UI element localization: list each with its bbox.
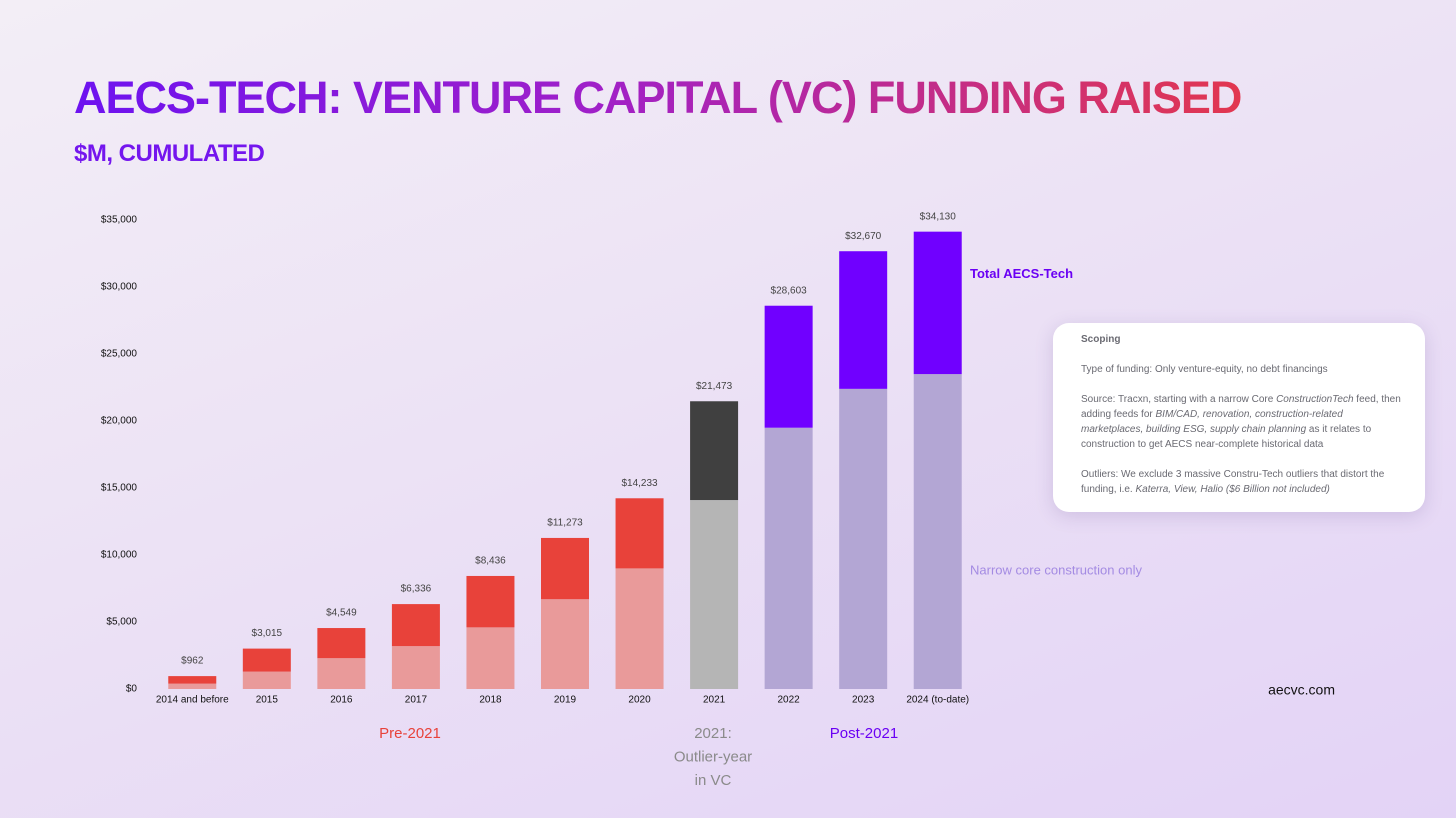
scoping-paragraph: Source: Tracxn, starting with a narrow C…	[1081, 392, 1401, 452]
group-label: Post-2021	[830, 725, 898, 742]
group-label: 2021:	[694, 725, 732, 742]
y-tick-label: $15,000	[101, 483, 138, 494]
x-tick-label: 2020	[628, 695, 651, 706]
bar-segment	[242, 671, 291, 689]
bar-segment	[541, 599, 589, 689]
bar-segment	[317, 628, 366, 659]
y-tick-label: $35,000	[101, 215, 138, 226]
total-label: $6,336	[401, 584, 432, 595]
group-label: Pre-2021	[379, 725, 441, 742]
total-label: $8,436	[475, 556, 506, 567]
x-tick-label: 2018	[479, 695, 502, 706]
total-label: $4,549	[326, 608, 357, 619]
bar-segment	[615, 568, 664, 689]
x-tick-label: 2024 (to-date)	[906, 695, 969, 706]
bar-segment	[541, 537, 589, 600]
group-label: Outlier-year	[674, 748, 752, 765]
scoping-heading: Scoping	[1081, 334, 1121, 345]
y-tick-label: $25,000	[101, 349, 138, 360]
bar-segment	[690, 500, 739, 689]
group-label: in VC	[695, 772, 732, 789]
scoping-paragraph: Type of funding: Only venture-equity, no…	[1081, 362, 1401, 377]
subtitle: $M, CUMULATED	[74, 140, 265, 167]
bar-segment	[839, 388, 888, 689]
bar-segment	[317, 658, 366, 689]
y-tick-label: $5,000	[106, 617, 137, 628]
total-label: $11,273	[547, 518, 583, 529]
x-tick-label: 2019	[554, 695, 577, 706]
bar-segment	[466, 627, 515, 689]
scoping-text: BIM/CAD, renovation, construction-relate…	[1081, 409, 1343, 435]
source: aecvc.com	[1268, 682, 1335, 698]
scoping-text: Type of funding: Only venture-equity, no…	[1081, 364, 1328, 375]
scoping-text: Katerra, View, Halio ($6 Billion not inc…	[1135, 484, 1330, 495]
bar-segment	[242, 648, 291, 672]
x-tick-label: 2023	[852, 695, 875, 706]
total-label: $14,233	[621, 478, 658, 489]
title: AECS-TECH: VENTURE CAPITAL (VC) FUNDING …	[74, 72, 1242, 123]
total-label: $32,670	[845, 231, 882, 242]
total-label: $962	[181, 656, 204, 667]
x-tick-label: 2016	[330, 695, 353, 706]
bar-segment	[764, 427, 813, 689]
y-tick-label: $20,000	[101, 416, 138, 427]
scoping-paragraph: Outliers: We exclude 3 massive Constru-T…	[1081, 467, 1401, 497]
legend-label: Narrow core construction only	[970, 563, 1142, 578]
scoping-text: as it relates to construction to get AEC…	[1081, 424, 1372, 450]
bar-segment	[913, 231, 962, 375]
scoping-text: Source: Tracxn, starting with a narrow C…	[1081, 394, 1277, 405]
bar-segment	[913, 374, 962, 689]
scoping-box: Scoping Type of funding: Only venture-equ…	[1053, 323, 1425, 512]
scoping-text: Outliers: We exclude 3 massive Constru-T…	[1081, 469, 1385, 495]
total-label: $3,015	[252, 628, 283, 639]
bar-segment	[764, 305, 813, 428]
scoping-text: feed, then adding feeds for	[1081, 394, 1401, 420]
bar-segment	[839, 251, 888, 389]
y-tick-label: $10,000	[101, 550, 138, 561]
y-tick-label: $30,000	[101, 282, 138, 293]
bar-segment	[690, 401, 739, 501]
bar-segment	[466, 575, 515, 628]
bar-segment	[615, 498, 664, 569]
total-label: $34,130	[920, 211, 957, 222]
total-label: $21,473	[696, 381, 733, 392]
x-tick-label: 2021	[703, 695, 726, 706]
x-tick-label: 2022	[778, 695, 801, 706]
total-label: $28,603	[771, 285, 808, 296]
x-tick-label: 2017	[405, 695, 428, 706]
bar-segment	[168, 676, 217, 684]
x-tick-label: 2014 and before	[156, 695, 229, 706]
legend-label: Total AECS-Tech	[970, 266, 1073, 281]
y-tick-label: $0	[126, 684, 138, 695]
x-tick-label: 2015	[256, 695, 279, 706]
scoping-text: ConstructionTech	[1276, 394, 1354, 405]
bar-segment	[391, 604, 440, 647]
bar-segment	[391, 646, 440, 689]
bar-segment	[168, 683, 217, 689]
